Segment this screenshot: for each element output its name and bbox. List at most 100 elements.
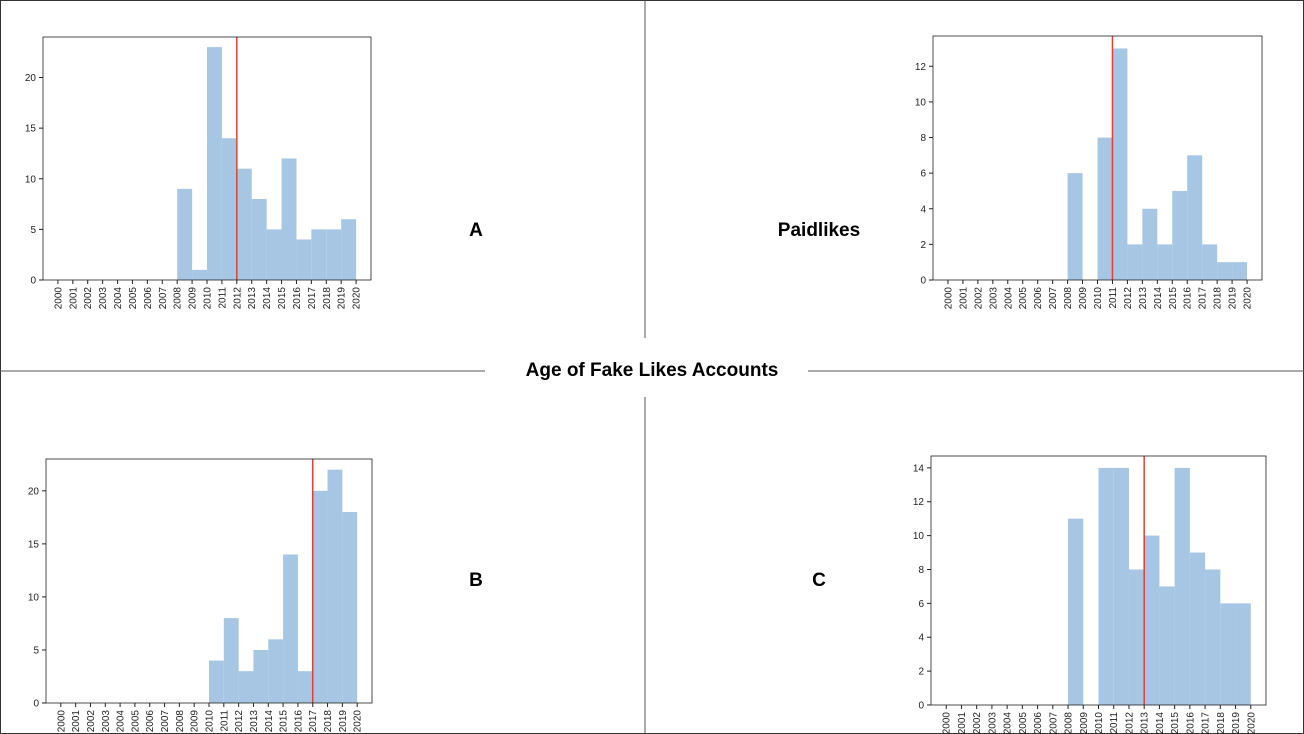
y-tick-label: 10 [915, 97, 927, 108]
y-tick-label: 12 [915, 62, 927, 73]
x-tick-label: 2019 [1231, 712, 1242, 734]
x-tick-label: 2003 [988, 287, 999, 310]
y-tick-label: 12 [913, 497, 925, 508]
x-tick-label: 2003 [98, 287, 109, 310]
x-tick-label: 2008 [1063, 287, 1074, 310]
bar [236, 168, 252, 280]
x-tick-label: 2004 [113, 287, 124, 310]
bar [1112, 48, 1128, 281]
panel-label: A [469, 220, 483, 241]
bar [1067, 173, 1083, 280]
x-tick-label: 2014 [1155, 712, 1166, 734]
y-tick-label: 2 [918, 667, 924, 678]
bar [266, 229, 282, 280]
x-tick-label: 2001 [71, 710, 82, 733]
bar [268, 639, 284, 703]
x-tick-label: 2004 [1003, 287, 1014, 310]
x-tick-label: 2005 [1018, 287, 1029, 310]
x-tick-label: 2007 [160, 710, 171, 733]
x-tick-label: 2018 [322, 287, 333, 310]
bar [1172, 190, 1188, 280]
x-tick-label: 2006 [143, 287, 154, 310]
x-tick-label: 2017 [308, 710, 319, 733]
bar [1068, 518, 1084, 705]
x-tick-label: 2014 [264, 710, 275, 733]
x-tick-label: 2017 [1201, 712, 1212, 734]
x-tick-label: 2014 [262, 287, 273, 310]
x-tick-label: 2016 [292, 287, 303, 310]
x-tick-label: 2010 [1094, 712, 1105, 734]
y-tick-label: 20 [25, 73, 37, 84]
x-tick-label: 2000 [56, 710, 67, 733]
x-tick-label: 2015 [1170, 712, 1181, 734]
bar [1098, 467, 1114, 705]
x-tick-label: 2013 [247, 287, 258, 310]
x-tick-label: 2006 [1033, 712, 1044, 734]
y-tick-label: 14 [913, 463, 925, 474]
x-tick-label: 2020 [1243, 287, 1254, 310]
bar [1097, 137, 1113, 280]
y-tick-label: 10 [25, 174, 37, 185]
bar [1157, 244, 1173, 280]
y-tick-label: 5 [33, 645, 39, 656]
x-tick-label: 2012 [1124, 712, 1135, 734]
bar [311, 229, 327, 280]
x-tick-label: 2009 [1079, 712, 1090, 734]
x-tick-label: 2000 [53, 287, 64, 310]
x-tick-label: 2018 [1216, 712, 1227, 734]
x-tick-label: 2015 [277, 287, 288, 310]
bar [281, 158, 297, 280]
y-tick-label: 20 [28, 486, 40, 497]
x-tick-label: 2001 [958, 287, 969, 310]
x-tick-label: 2010 [205, 710, 216, 733]
y-tick-label: 0 [918, 701, 924, 712]
x-tick-label: 2019 [1228, 287, 1239, 310]
y-tick-label: 4 [920, 204, 926, 215]
x-tick-label: 2012 [234, 710, 245, 733]
y-tick-label: 6 [920, 169, 926, 180]
x-tick-label: 2010 [203, 287, 214, 310]
x-tick-label: 2018 [323, 710, 334, 733]
bar [326, 229, 342, 280]
x-tick-label: 2008 [173, 287, 184, 310]
x-tick-label: 2016 [1185, 712, 1196, 734]
x-tick-label: 2009 [188, 287, 199, 310]
x-tick-label: 2012 [232, 287, 243, 310]
x-tick-label: 2006 [145, 710, 156, 733]
bar [177, 188, 193, 280]
x-tick-label: 2008 [1064, 712, 1075, 734]
x-tick-label: 2008 [175, 710, 186, 733]
bar [341, 219, 357, 280]
bar [327, 469, 343, 703]
x-tick-label: 2011 [1109, 712, 1120, 734]
bar [1189, 552, 1206, 705]
bar [207, 47, 222, 280]
slide-title: Age of Fake Likes Accounts [526, 360, 779, 381]
x-tick-label: 2007 [1048, 287, 1059, 310]
x-tick-label: 2005 [1018, 712, 1029, 734]
bar [296, 239, 312, 280]
y-tick-label: 15 [28, 539, 40, 550]
bar [1113, 467, 1129, 705]
bar [1220, 603, 1236, 705]
bar [1174, 467, 1190, 705]
x-tick-label: 2009 [1078, 287, 1089, 310]
bar [253, 649, 269, 703]
x-tick-label: 2011 [1108, 287, 1119, 309]
x-tick-label: 2015 [1168, 287, 1179, 310]
x-tick-label: 2020 [352, 287, 363, 310]
x-tick-label: 2018 [1213, 287, 1224, 310]
bar [297, 671, 313, 703]
y-tick-label: 0 [33, 699, 39, 710]
bar [1159, 586, 1175, 705]
bar [283, 554, 298, 703]
y-tick-label: 8 [918, 565, 924, 576]
x-tick-label: 2002 [86, 710, 97, 733]
bar [1232, 262, 1248, 280]
x-tick-label: 2003 [101, 710, 112, 733]
x-tick-label: 2017 [307, 287, 318, 310]
x-tick-label: 2011 [219, 710, 230, 732]
x-tick-label: 2005 [130, 710, 141, 733]
x-tick-label: 2013 [1138, 287, 1149, 310]
bar [1205, 569, 1221, 705]
